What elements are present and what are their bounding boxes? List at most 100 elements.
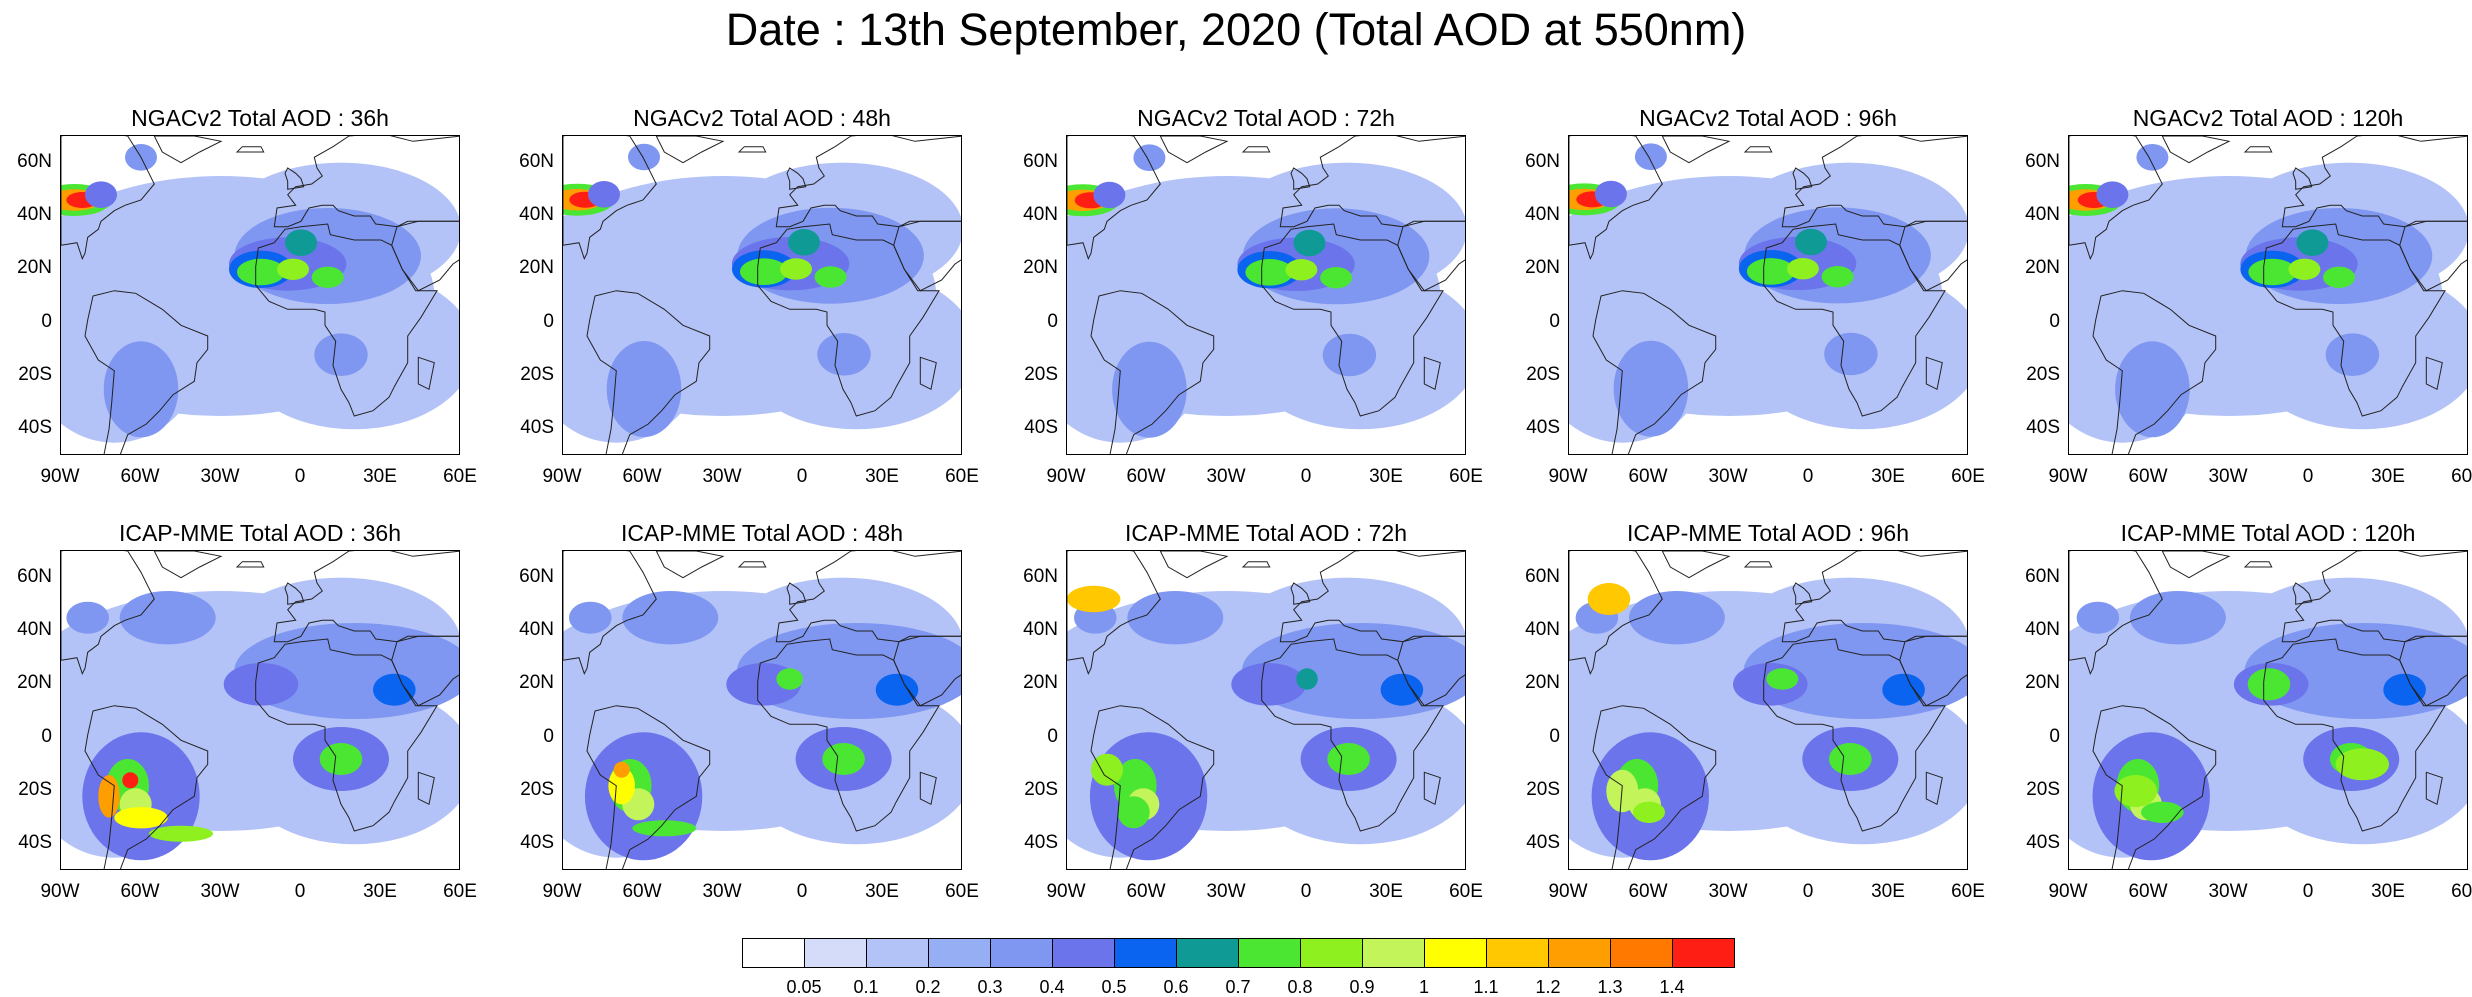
aod-plume [1327,743,1370,775]
coastline [2399,220,2467,292]
aod-plume-hotspot [149,825,213,842]
coastline [655,551,725,579]
coastline [1241,146,1271,153]
coastline [1261,223,1444,417]
coastline [919,356,937,391]
coastline [153,551,223,579]
coastline [235,146,265,153]
aod-map [1066,550,1466,870]
coastline [1925,771,1943,806]
aod-plume [319,743,363,775]
coastline [2069,136,2163,261]
aod-plume [817,333,871,376]
panel-title: NGACv2 Total AOD : 48h [633,105,891,131]
longitude-tick-label: 60W [120,881,160,902]
coastline [391,635,459,707]
coastline [2092,290,2217,454]
aod-plume [277,258,309,280]
longitude-tick-label: 60W [622,881,662,902]
coastline [255,638,438,832]
aod-plume-hotspot [114,807,168,829]
coastline [2292,167,2313,190]
latitude-tick-label: 20S [520,779,554,800]
aod-plume [1821,266,1854,288]
longitude-tick-label: 90W [1548,881,1588,902]
longitude-tick-label: 30E [363,881,397,902]
coastline [1261,638,1444,832]
coastline [1792,582,1813,605]
aod-plume [1380,673,1424,706]
aod-plume [1320,267,1353,289]
aod-plume [1285,259,1318,281]
aod-map-svg [1569,551,1967,869]
aod-plume [1786,258,1819,280]
coastline [1792,167,1813,190]
longitude-tick-label: 60E [443,466,477,487]
coastline [1763,223,1946,417]
longitude-tick-label: 30E [865,881,899,902]
latitude-tick-label: 60N [17,565,52,587]
longitude-tick-label: 30E [865,466,899,487]
longitude-tick-label: 90W [1046,466,1086,487]
coastline [1569,551,1663,676]
longitude-tick-label: 30E [1369,466,1403,487]
aod-plume [1613,340,1689,437]
coastline [255,223,438,417]
aod-plume [780,258,812,280]
latitude-tick-label: 40N [17,619,52,640]
aod-plume [788,229,820,256]
aod-map-svg [61,136,459,454]
longitude-tick-label: 30E [363,466,397,487]
coastline [1569,136,1663,261]
longitude-tick-label: 30W [2208,466,2248,487]
latitude-tick-label: 40N [2025,619,2060,640]
colorbar-tick-label: 0.9 [1349,977,1375,997]
latitude-tick-label: 0 [2049,725,2060,747]
aod-map-svg [563,551,961,869]
longitude-tick-label: 60E [945,466,979,487]
colorbar-swatch [1548,938,1611,968]
coastline [775,551,961,643]
coastline [417,771,435,806]
colorbar-swatch [742,938,805,968]
colorbar-swatch [1300,938,1363,968]
coastline [1423,771,1441,806]
latitude-tick-label: 40S [520,832,554,854]
aod-map [1568,135,1968,455]
colorbar-swatch [1176,938,1239,968]
longitude-tick-label: 30E [2371,466,2405,487]
coastline [1159,136,1229,164]
longitude-tick-label: 30W [1206,466,1246,487]
panel-title: ICAP-MME Total AOD : 48h [620,520,904,546]
latitude-tick-label: 60N [17,150,52,172]
coastline [655,136,725,164]
latitude-tick-label: 0 [1549,725,1560,747]
coastline [153,136,223,164]
longitude-tick-label: 60E [1449,881,1483,902]
latitude-tick-label: 20S [1024,364,1058,385]
colorbar-tick-label: 1 [1418,977,1429,997]
coastline [1090,290,1215,454]
colorbar-tick-label: 0.8 [1287,977,1313,997]
coastline [919,771,937,806]
aod-plume [2325,333,2380,376]
longitude-tick-label: 60E [945,881,979,902]
aod-plume [2136,144,2169,171]
coastline [1899,635,1967,707]
aod-plume-hotspot [2141,801,2184,823]
colorbar-swatch [1238,938,1301,968]
longitude-tick-label: 30E [2371,881,2405,902]
coastline [1090,705,1215,869]
coastline [391,220,459,292]
longitude-tick-label: 60E [1951,466,1985,487]
coastline [61,136,155,261]
aod-plume [814,266,847,288]
latitude-tick-label: 20S [520,364,554,385]
latitude-tick-label: 40N [1023,204,1058,225]
colorbar-swatch [928,938,991,968]
aod-plume [1127,591,1224,645]
aod-plume [1231,663,1306,706]
aod-plume-hotspot [613,761,630,778]
latitude-tick-label: 40N [17,204,52,225]
longitude-tick-label: 60E [2451,466,2472,487]
